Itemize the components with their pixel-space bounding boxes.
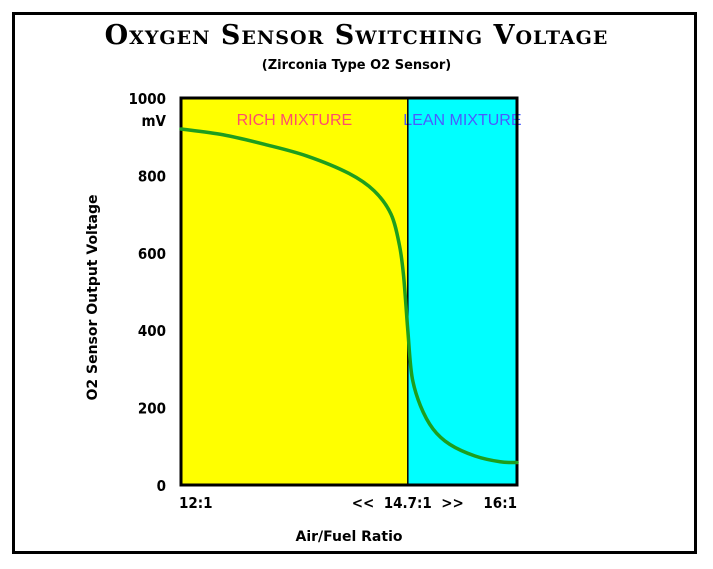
y-tick-label-0: 0 <box>157 477 166 495</box>
region-label-1: LEAN MIXTURE <box>403 112 521 129</box>
region-band-0 <box>181 98 408 485</box>
x-tick-label-2: 16:1 <box>483 494 517 512</box>
y-tick-label-200: 200 <box>138 400 166 418</box>
chart-frame <box>12 12 697 554</box>
plot-border <box>179 96 519 487</box>
y-tick-label-400: 400 <box>138 322 166 340</box>
x-tick-label-1: << 14.7:1 >> <box>352 494 464 512</box>
y-unit-label: mV <box>141 112 166 130</box>
y-axis-title: O2 Sensor Output Voltage <box>85 194 101 400</box>
y-tick-label-600: 600 <box>138 245 166 263</box>
series-line-0 <box>179 127 519 465</box>
region-band-1 <box>407 98 517 485</box>
chart-title: Oxygen Sensor Switching Voltage <box>104 20 609 51</box>
y-tick-label-1000: 1000 <box>128 90 166 108</box>
x-tick-label-0: 12:1 <box>179 494 213 512</box>
chart-subtitle: (Zirconia Type O2 Sensor) <box>261 58 452 73</box>
region-label-0: RICH MIXTURE <box>237 112 353 129</box>
y-tick-label-800: 800 <box>138 167 166 185</box>
x-axis-title: Air/Fuel Ratio <box>296 529 403 545</box>
